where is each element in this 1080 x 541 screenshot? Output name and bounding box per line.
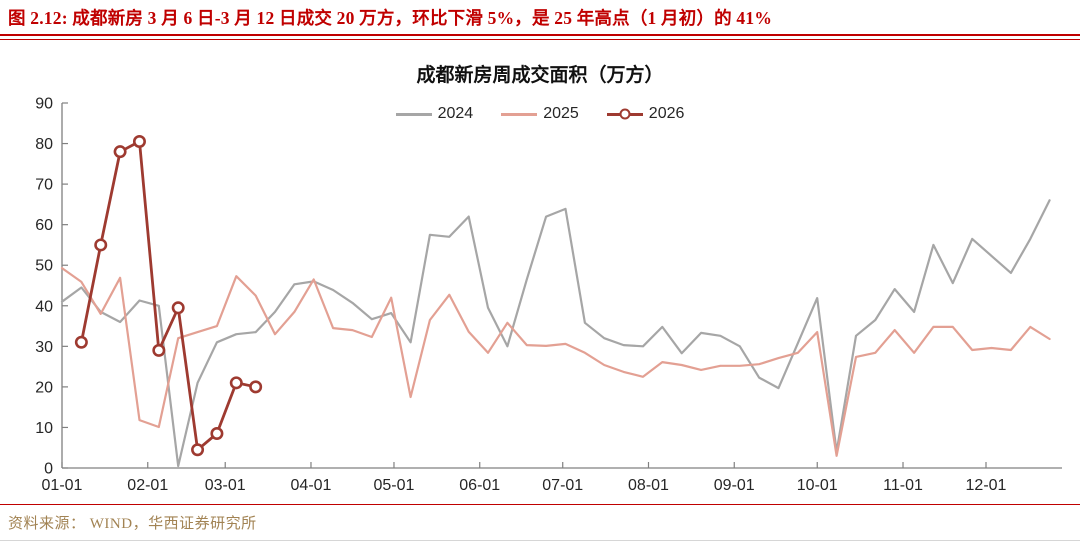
legend-item-2026: 2026 [606,105,685,123]
series-line-2024 [60,199,1051,468]
bottom-separator-rule [0,504,1080,505]
y-tick-label: 0 [44,461,53,478]
x-tick-label: 08-01 [628,477,669,494]
series-marker-2026 [132,135,146,149]
x-tick-label: 11-01 [883,477,923,494]
x-tick-label: 06-01 [459,477,500,494]
x-tick-label: 05-01 [374,477,415,494]
legend-swatch-2025 [501,112,538,116]
chart-title: 成都新房周成交面积（万方） [416,65,664,86]
y-tick-label: 60 [35,217,53,234]
x-tick-label: 09-01 [714,477,755,494]
y-tick-label: 90 [35,96,53,113]
y-tick-label: 40 [35,298,53,315]
series-line-2026 [80,140,258,452]
source-note: 资料来源： WIND，华西证券研究所 [8,516,257,532]
x-tick-label: 04-01 [291,477,332,494]
legend-item-2024: 2024 [395,105,474,123]
y-tick-label: 10 [35,420,53,437]
series-marker-2026 [171,301,185,315]
series-marker-2026 [210,427,224,441]
y-tick-label: 70 [35,177,53,194]
legend-swatch-2026 [606,108,643,120]
series-marker-2026 [191,443,205,457]
x-tick-label: 10-01 [797,477,838,494]
legend-label-2025: 2025 [543,105,579,122]
y-tick-label: 20 [35,379,53,396]
series-marker-2026 [94,238,108,252]
legend-marker-ring-2026 [619,108,631,120]
x-tick-label: 07-01 [542,477,583,494]
series-marker-2026 [152,343,166,357]
series-marker-2026 [113,145,127,159]
chart-legend: 2024 2025 2026 [0,103,1080,125]
legend-label-2024: 2024 [437,105,474,122]
x-tick-label: 02-01 [127,477,168,494]
x-tick-label: 01-01 [42,477,83,494]
y-tick-label: 30 [35,339,53,356]
y-tick-label: 80 [35,136,53,153]
series-line-2025 [60,267,1051,457]
legend-label-2026: 2026 [648,105,685,122]
title-double-rule [0,34,1080,40]
legend-swatch-2024 [395,112,432,116]
series-marker-2026 [249,380,263,394]
legend-item-2025: 2025 [501,105,579,123]
y-tick-label: 50 [35,258,53,275]
x-tick-label: 12-01 [966,477,1007,494]
series-marker-2026 [74,335,88,349]
figure-title: 图 2.12: 成都新房 3 月 6 日-3 月 12 日成交 20 万方，环比… [8,8,773,28]
series-marker-2026 [229,376,243,390]
x-tick-label: 03-01 [205,477,246,494]
